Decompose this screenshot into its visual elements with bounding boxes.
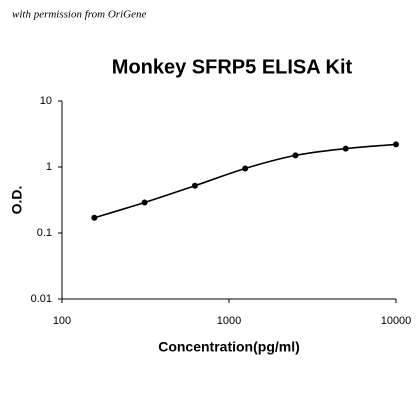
y-axis-label: O.D. xyxy=(9,186,25,215)
data-point xyxy=(342,145,349,152)
data-point xyxy=(191,182,198,189)
y-tick-label: 10 xyxy=(40,95,52,107)
data-point xyxy=(141,199,148,206)
x-tick-label: 1000 xyxy=(217,315,241,327)
x-tick-label: 10000 xyxy=(381,315,412,327)
chart-title: Monkey SFRP5 ELISA Kit xyxy=(112,56,353,78)
x-tick-label: 100 xyxy=(53,315,71,327)
x-axis-label: Concentration(pg/ml) xyxy=(158,339,300,355)
data-point xyxy=(393,141,399,148)
data-point xyxy=(91,214,98,221)
data-point xyxy=(242,165,249,172)
y-tick-label: 0.01 xyxy=(31,293,52,305)
y-tick-label: 1 xyxy=(46,161,52,173)
y-tick-label: 0.1 xyxy=(37,227,52,239)
data-point xyxy=(292,152,299,159)
annotation: with permission from OriGene xyxy=(12,9,146,21)
curve xyxy=(94,143,397,219)
